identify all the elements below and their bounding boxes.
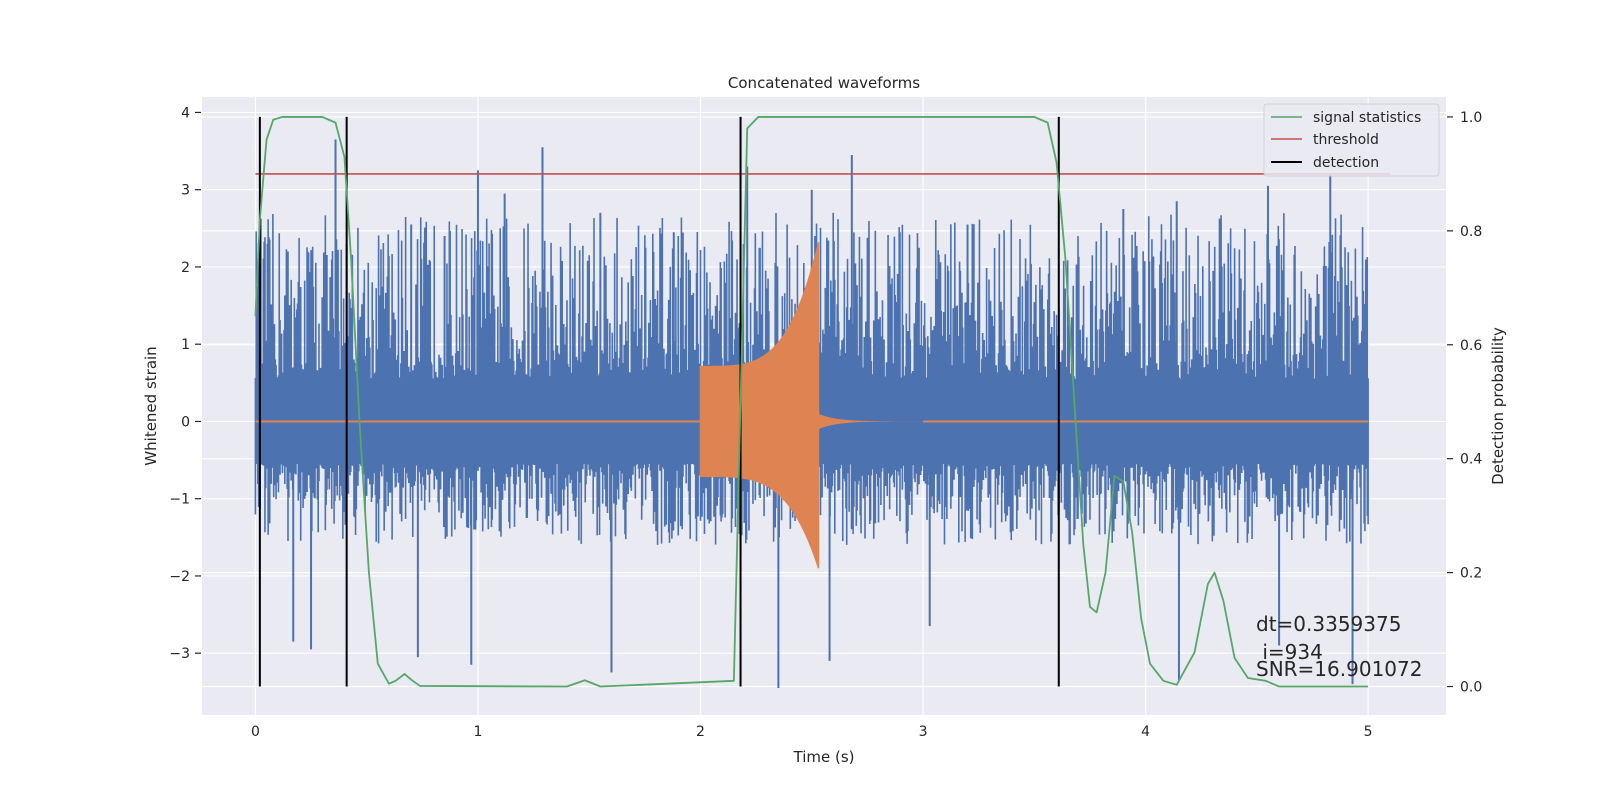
annotation-snr: SNR=16.901072 <box>1256 657 1422 681</box>
y-tick-label-3: 0 <box>181 414 190 430</box>
chart-title: Concatenated waveforms <box>728 74 920 92</box>
annotation-i: i=934 <box>1256 640 1323 664</box>
x-axis-label: Time (s) <box>793 748 855 766</box>
y-right-tick-label-4: 0.8 <box>1460 224 1482 240</box>
y-right-tick-label-3: 0.6 <box>1460 338 1482 354</box>
y-right-tick-label-1: 0.2 <box>1460 566 1482 582</box>
annotation-dt: dt=0.3359375 <box>1256 612 1401 636</box>
legend-label-detection: detection <box>1313 155 1379 171</box>
y-right-tick-label-5: 1.0 <box>1460 110 1482 126</box>
annotations: dt=0.3359375 i=934 SNR=16.901072 <box>1256 612 1422 681</box>
x-tick-label-3: 3 <box>919 724 928 740</box>
x-tick-label-5: 5 <box>1364 724 1373 740</box>
y-axis-label-right: Detection probability <box>1489 327 1507 485</box>
legend-label-threshold: threshold <box>1313 132 1379 148</box>
y-right-tick-label-0: 0.0 <box>1460 680 1482 696</box>
y-right-tick-label-2: 0.4 <box>1460 452 1482 468</box>
signal-statistics-series <box>254 116 1369 688</box>
y-axis-label: Whitened strain <box>142 346 160 465</box>
x-tick-label-4: 4 <box>1141 724 1150 740</box>
ticks: 0 1 2 3 4 5 −3 −2 −1 0 1 2 3 4 0.0 0.2 0.4 0.6 0.8 1.0 <box>169 105 1482 740</box>
waveform-ringdown <box>817 413 924 430</box>
x-tick-label-0: 0 <box>251 724 260 740</box>
signal-statistics-line <box>254 116 1369 688</box>
legend: signal statistics threshold detection <box>1263 103 1440 177</box>
x-tick-label-1: 1 <box>473 724 482 740</box>
y-tick-label-2: −1 <box>169 492 190 508</box>
y-tick-label-1: −2 <box>169 569 190 585</box>
legend-label-signal-statistics: signal statistics <box>1313 110 1421 126</box>
y-tick-label-5: 2 <box>181 260 190 276</box>
y-tick-label-6: 3 <box>181 183 190 199</box>
x-tick-label-2: 2 <box>696 724 705 740</box>
y-tick-label-0: −3 <box>169 646 190 662</box>
y-tick-label-4: 1 <box>181 337 190 353</box>
legend-box <box>1263 103 1440 177</box>
y-tick-label-7: 4 <box>181 105 190 121</box>
